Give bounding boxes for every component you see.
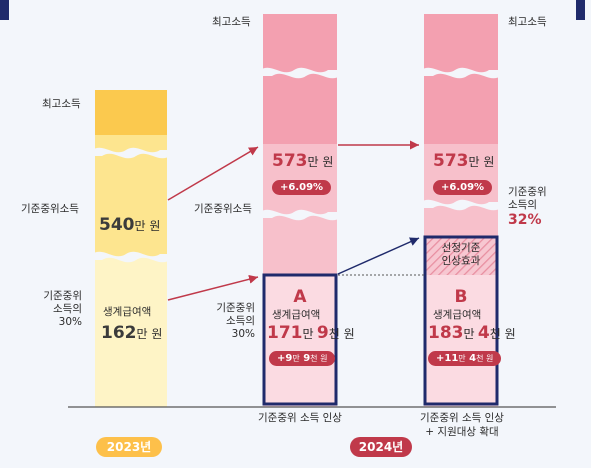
label-2023-median-30: 기준중위 소득의 30% — [43, 290, 82, 328]
label-a-benefit: 생계급여액 — [272, 309, 321, 321]
break-a-1 — [260, 67, 340, 79]
value-a-median: 573만 원 — [272, 151, 334, 171]
break-b-1 — [421, 67, 501, 79]
corner-accent-left — [0, 0, 9, 20]
arrow-2023-to-a-benefit — [167, 274, 259, 301]
caption-a: 기준중위 소득 인상 — [258, 412, 342, 424]
letter-a: A — [293, 287, 307, 307]
value-2023-benefit: 162만 원 — [101, 323, 163, 343]
value-2023-median: 540만 원 — [99, 215, 161, 235]
badge-a-benefit-increase: +9만 9천 원 — [269, 351, 336, 366]
value-b-benefit: 183만 4천 원 — [428, 323, 516, 343]
label-a-median-income: 기준중위소득 — [194, 203, 252, 215]
bar-b-benefit — [424, 275, 498, 407]
bar-a-top — [263, 14, 337, 144]
letter-b: B — [454, 287, 468, 307]
caption-b: 기준중위 소득 인상 + 지원대상 확대 — [420, 412, 504, 438]
label-b-benefit: 생계급여액 — [433, 309, 482, 321]
frame-a — [262, 273, 338, 406]
arrow-2023-to-a-median — [167, 146, 259, 201]
bar-a-benefit — [263, 275, 337, 407]
break-a-2 — [260, 209, 340, 221]
label-2023-median-income: 기준중위소득 — [21, 203, 79, 215]
label-2023-top-income: 최고소득 — [42, 98, 81, 110]
year-badge-2023: 2023년 — [96, 437, 162, 457]
label-a-top-income: 최고소득 — [212, 16, 251, 28]
badge-a-median-change: +6.09% — [272, 180, 332, 195]
label-a-median-30: 기준중위 소득의 30% — [216, 302, 255, 340]
year-badge-2024: 2024년 — [350, 437, 412, 457]
label-2023-benefit: 생계급여액 — [103, 306, 152, 318]
bar-2023-benefit — [95, 257, 167, 407]
break-2023-2 — [92, 251, 170, 263]
label-b-top-income: 최고소득 — [508, 16, 547, 28]
threshold-hatch — [426, 238, 496, 275]
value-a-benefit: 171만 9천 원 — [267, 323, 355, 343]
badge-b-median-change: +6.09% — [433, 180, 493, 195]
bar-a-median — [263, 144, 337, 275]
corner-accent-right — [576, 0, 585, 20]
bar-2023-top — [95, 90, 167, 135]
frame-b — [423, 235, 499, 406]
label-b-threshold: 선정기준 인상효과 — [441, 242, 481, 267]
badge-b-benefit-increase: +11만 4천 원 — [428, 351, 502, 366]
bar-b-top — [424, 14, 498, 144]
break-2023-1 — [92, 147, 170, 159]
arrow-a-to-b-threshold — [337, 237, 420, 275]
value-b-median: 573만 원 — [433, 151, 495, 171]
break-b-2 — [421, 199, 501, 211]
label-b-median-32: 기준중위 소득의 32% — [508, 186, 547, 228]
